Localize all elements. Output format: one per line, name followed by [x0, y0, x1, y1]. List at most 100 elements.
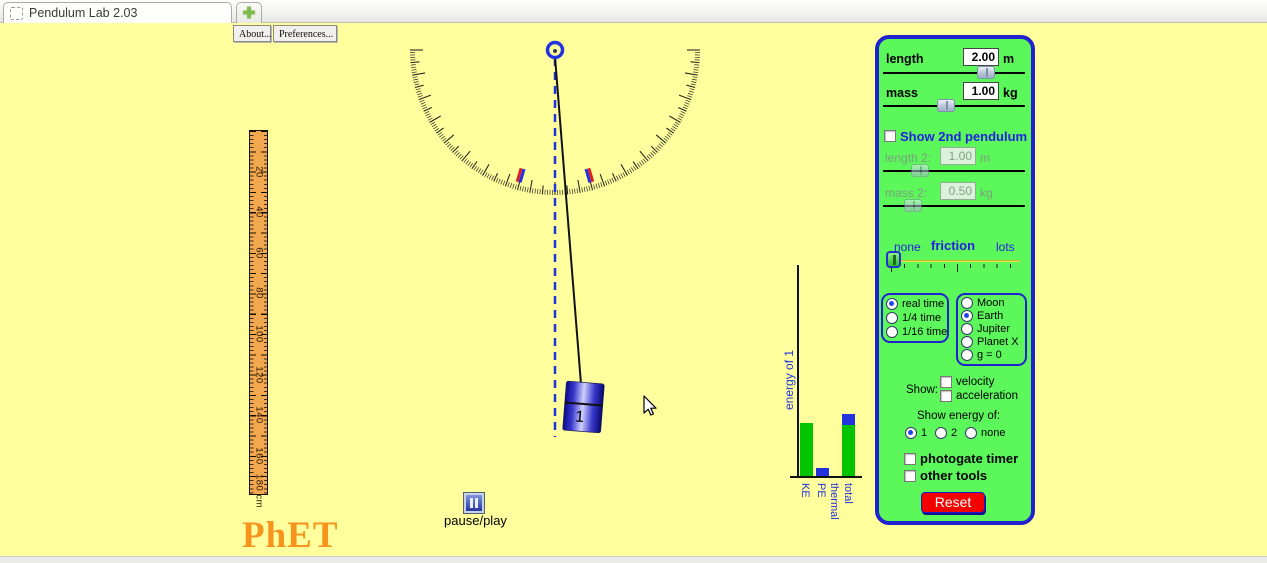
length-value-field[interactable]: 2.00 — [963, 48, 999, 66]
ruler-mark: 140 — [253, 406, 264, 424]
pendulum-bob[interactable]: 1 — [562, 380, 605, 434]
control-panel: length 2.00 m mass 1.00 kg Show 2nd pend… — [875, 35, 1035, 525]
show-2nd-pendulum-checkbox[interactable] — [884, 130, 896, 142]
energy-1-radio[interactable] — [905, 427, 917, 439]
pendulum-rod — [554, 56, 582, 385]
energy-cat-label: thermal — [828, 483, 840, 520]
energy-of-1-option[interactable]: 1 — [905, 427, 927, 439]
friction-title: friction — [931, 238, 976, 253]
real-time-radio[interactable] — [886, 298, 898, 310]
jupiter-radio[interactable] — [961, 323, 973, 335]
energy-of-2-option[interactable]: 2 — [935, 427, 957, 439]
length2-slider-track — [883, 170, 1025, 172]
quarter-time-radio[interactable] — [886, 312, 898, 324]
measuring-ruler[interactable]: 20 40 60 80 100 120 140 160 180 cm — [249, 130, 268, 508]
pivot-ring-icon — [545, 40, 565, 60]
moon-label: Moon — [977, 297, 1005, 309]
plus-icon: ✚ — [242, 4, 256, 22]
length-label: length — [886, 52, 924, 66]
energy-none-radio[interactable] — [965, 427, 977, 439]
window-title: Pendulum Lab 2.03 — [29, 6, 138, 20]
gravity-group — [956, 293, 1027, 366]
preferences-button[interactable]: Preferences... — [273, 25, 337, 42]
quarter-time-label: 1/4 time — [902, 312, 942, 324]
ruler-mark: 100 — [253, 325, 264, 343]
ruler-mark: 180 cm — [253, 473, 264, 509]
g-zero-radio[interactable] — [961, 349, 973, 361]
planet-x-radio[interactable] — [961, 336, 973, 348]
energy-none-option[interactable]: none — [965, 427, 1005, 439]
mass-label: mass — [886, 86, 918, 100]
friction-slider-ticks — [891, 264, 1021, 273]
energy-cat-label: total — [842, 483, 854, 504]
energy-plot-area — [790, 265, 862, 478]
mass-value-field[interactable]: 1.00 — [963, 82, 999, 100]
ruler-mark: 40 — [253, 206, 264, 218]
friction-min-label: none — [894, 240, 921, 254]
energy-2-radio[interactable] — [935, 427, 947, 439]
radio-real-time[interactable]: real time — [886, 298, 944, 310]
jupiter-label: Jupiter — [977, 323, 1011, 335]
protractor-angle-markers — [515, 167, 595, 183]
moon-radio[interactable] — [961, 297, 973, 309]
friction-max-label: lots — [996, 240, 1015, 254]
mass2-slider-track — [883, 205, 1025, 207]
radio-moon[interactable]: Moon — [961, 297, 1005, 309]
earth-label: Earth — [977, 310, 1004, 322]
radio-jupiter[interactable]: Jupiter — [961, 323, 1010, 335]
energy-none-label: none — [981, 427, 1006, 439]
ruler-mark: 80 — [253, 287, 264, 300]
energy-chart: energy of 1 KE PE thermal total — [770, 262, 875, 552]
friction-slider-track — [886, 260, 1020, 262]
length2-slider-thumb — [911, 164, 929, 177]
friction-slider-thumb[interactable] — [886, 251, 901, 268]
photogate-label: photogate timer — [920, 451, 1019, 466]
g-zero-label: g = 0 — [977, 349, 1002, 361]
show-label: Show: — [906, 384, 938, 396]
length-slider-track — [883, 72, 1025, 74]
earth-radio[interactable] — [961, 310, 973, 322]
mass2-value-field: 0.50 — [940, 182, 976, 200]
radio-earth[interactable]: Earth — [961, 310, 1003, 322]
length-slider-thumb[interactable] — [977, 66, 995, 79]
length2-label: length 2: — [885, 151, 932, 165]
ruler-mark: 120 — [253, 365, 264, 384]
protractor — [410, 49, 700, 195]
energy-chart-xaxis — [790, 476, 862, 478]
mass-slider-thumb[interactable] — [937, 99, 955, 112]
about-button[interactable]: About... — [233, 25, 272, 42]
velocity-option[interactable]: velocity — [940, 376, 994, 388]
velocity-checkbox[interactable] — [940, 376, 952, 388]
show-energy-label: Show energy of: — [917, 410, 1001, 422]
energy-chart-yaxis — [797, 265, 799, 478]
photogate-checkbox[interactable] — [904, 452, 916, 465]
other-tools-label: other tools — [920, 468, 988, 483]
reset-button[interactable]: Reset — [921, 492, 985, 513]
pause-icon — [470, 498, 478, 508]
window-bottom-edge — [0, 556, 1267, 563]
other-tools-option[interactable]: other tools — [904, 468, 987, 483]
real-time-label: real time — [902, 298, 945, 310]
photogate-option[interactable]: photogate timer — [904, 451, 1018, 466]
sixteenth-time-radio[interactable] — [886, 326, 898, 338]
pause-play-button[interactable] — [464, 493, 484, 513]
bob-label: 1 — [575, 408, 585, 426]
new-tab-button[interactable]: ✚ — [236, 2, 262, 23]
window-tab[interactable]: Pendulum Lab 2.03 — [3, 2, 232, 23]
ruler-mark: 160 — [253, 447, 264, 465]
acceleration-label: acceleration — [956, 390, 1019, 402]
velocity-label: velocity — [956, 376, 995, 388]
mass2-unit: kg — [980, 186, 993, 200]
radio-quarter-time[interactable]: 1/4 time — [886, 312, 941, 324]
mass2-label: mass 2: — [885, 186, 928, 200]
acceleration-checkbox[interactable] — [940, 390, 952, 402]
radio-g-zero[interactable]: g = 0 — [961, 349, 1002, 361]
energy-bar-segment — [816, 468, 829, 476]
pause-play-label: pause/play — [444, 513, 507, 528]
radio-planet-x[interactable]: Planet X — [961, 336, 1019, 348]
window-titlebar: Pendulum Lab 2.03 ✚ — [0, 0, 1267, 23]
radio-sixteenth-time[interactable]: 1/16 time — [886, 326, 947, 338]
sixteenth-time-label: 1/16 time — [902, 326, 948, 338]
other-tools-checkbox[interactable] — [904, 469, 916, 482]
acceleration-option[interactable]: acceleration — [940, 390, 1018, 402]
